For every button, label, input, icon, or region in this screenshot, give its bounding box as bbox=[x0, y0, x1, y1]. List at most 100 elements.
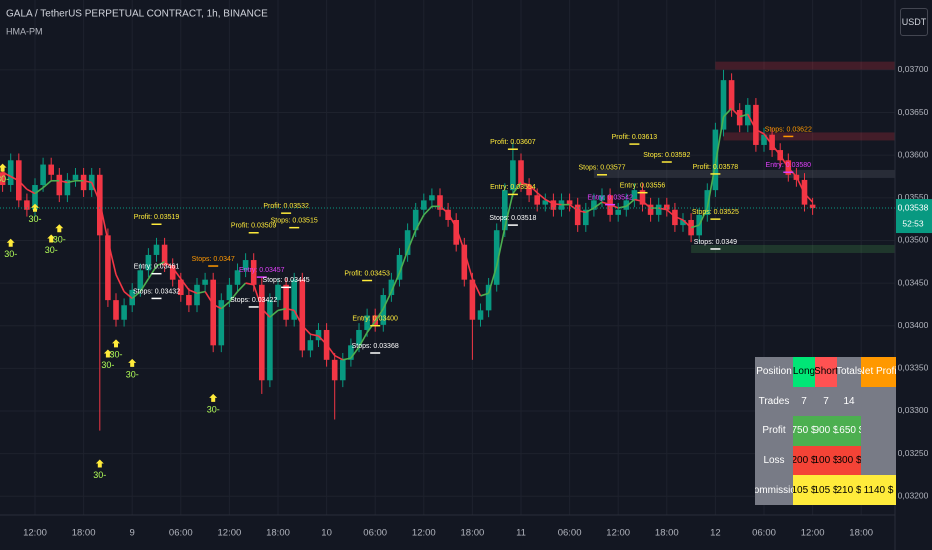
candle-body bbox=[250, 260, 257, 285]
x-tick-label: 06:00 bbox=[363, 528, 387, 539]
signal-arrow bbox=[47, 234, 56, 243]
x-tick-label: 18:00 bbox=[72, 528, 96, 539]
candle-body bbox=[736, 109, 743, 126]
candle-body bbox=[121, 305, 127, 320]
annotation-label: Stops: 0.03422 bbox=[230, 297, 277, 304]
candle-body bbox=[210, 279, 216, 346]
hma-segment bbox=[26, 188, 36, 195]
candle-body bbox=[396, 254, 403, 280]
y-tick-label: 0,03250 bbox=[898, 448, 929, 458]
hma-segment bbox=[593, 201, 603, 209]
hma-segment bbox=[204, 291, 214, 305]
candle-body bbox=[599, 195, 605, 201]
hma-segment bbox=[390, 272, 401, 292]
annotation-label: Stops: 0.03577 bbox=[578, 165, 625, 172]
candle-body bbox=[145, 254, 152, 271]
candle-body bbox=[631, 190, 638, 201]
annotation-label: Entry: 0.03556 bbox=[620, 183, 666, 190]
candle-body bbox=[809, 204, 816, 209]
annotation-label: Profit: 0.03519 bbox=[134, 214, 180, 221]
annotation-label: Stops: 0.03518 bbox=[489, 215, 536, 222]
candle-body bbox=[469, 279, 476, 320]
x-tick-label: 12:00 bbox=[412, 528, 436, 539]
hma-segment bbox=[228, 291, 239, 303]
hma-segment bbox=[317, 335, 328, 346]
hma-segment bbox=[285, 307, 295, 312]
hma-segment bbox=[520, 181, 530, 186]
candle-body bbox=[761, 134, 767, 145]
table-cell: 300 $ bbox=[837, 445, 861, 476]
signal-arrow bbox=[95, 459, 104, 468]
y-tick-label: 0,03500 bbox=[898, 235, 929, 245]
candle-body bbox=[728, 80, 735, 110]
y-tick-label: 0,03200 bbox=[898, 490, 929, 500]
candle-body bbox=[534, 195, 540, 205]
candle-body bbox=[259, 284, 265, 381]
hma-segment bbox=[34, 186, 44, 195]
candle-body bbox=[202, 279, 208, 285]
hma-segment bbox=[487, 265, 498, 294]
x-tick-label: 06:00 bbox=[169, 528, 193, 539]
candle-body bbox=[720, 80, 727, 130]
candle-body bbox=[137, 270, 144, 290]
hma-segment bbox=[722, 107, 733, 118]
hma-segment bbox=[803, 193, 814, 203]
signal-label: 30- bbox=[93, 470, 106, 480]
hma-segment bbox=[771, 144, 781, 156]
hma-segment bbox=[455, 227, 466, 251]
row-label: Trades bbox=[755, 386, 793, 417]
candle-body bbox=[510, 160, 516, 191]
hma-segment bbox=[188, 289, 198, 295]
candle-body bbox=[226, 284, 233, 301]
hma-segment bbox=[99, 201, 109, 241]
hma-segment bbox=[382, 291, 393, 310]
x-tick-label: 18:00 bbox=[266, 528, 290, 539]
annotation-label: Stops: 0.03525 bbox=[692, 209, 739, 216]
annotation-label: Profit: 0.03453 bbox=[344, 270, 390, 277]
hma-segment bbox=[220, 301, 230, 310]
annotation-label: Stops: 0.0347 bbox=[192, 256, 235, 263]
hma-segment bbox=[59, 179, 68, 184]
candle-body bbox=[24, 200, 30, 210]
hma-segment bbox=[714, 116, 725, 164]
hma-segment bbox=[334, 354, 344, 361]
y-tick-label: 0,03600 bbox=[898, 149, 929, 159]
signal-label: 30- bbox=[109, 350, 122, 360]
signal-label: 30- bbox=[28, 214, 41, 224]
candle-body bbox=[769, 134, 775, 151]
candle-body bbox=[299, 279, 306, 351]
hma-segment bbox=[236, 282, 247, 293]
annotation-label: Entry: 0.03400 bbox=[352, 316, 398, 323]
candle-body bbox=[242, 260, 249, 271]
hma-segment bbox=[18, 180, 28, 190]
candle-body bbox=[704, 190, 711, 215]
hma-segment bbox=[10, 175, 20, 182]
currency-button[interactable]: USDT bbox=[900, 8, 928, 36]
candle-body bbox=[161, 244, 168, 266]
hma-segment bbox=[536, 192, 546, 201]
candle-body bbox=[566, 200, 573, 205]
candle-body bbox=[664, 204, 670, 210]
hma-segment bbox=[414, 214, 425, 231]
candle-body bbox=[7, 160, 14, 186]
hma-segment bbox=[406, 229, 417, 251]
candle-body bbox=[421, 200, 427, 210]
x-tick-label: 12:00 bbox=[218, 528, 242, 539]
x-tick-label: 12:00 bbox=[801, 528, 825, 539]
annotation-label: Stops: 0.03622 bbox=[765, 126, 812, 133]
hma-segment bbox=[698, 207, 709, 226]
table-header: Net Profit bbox=[861, 357, 896, 387]
signal-arrow bbox=[209, 393, 218, 402]
candle-body bbox=[194, 284, 200, 306]
table-cell: 1650 $ bbox=[837, 416, 861, 446]
candle-body bbox=[356, 329, 362, 346]
signal-label: 30- bbox=[207, 404, 220, 414]
annotation-label: Stops: 0.03445 bbox=[263, 277, 310, 284]
table-cell: 210 $ bbox=[837, 475, 861, 505]
candle-body bbox=[348, 345, 354, 360]
hma-segment bbox=[42, 180, 52, 189]
hma-segment bbox=[269, 309, 279, 318]
x-tick-label: 9 bbox=[130, 528, 135, 539]
grid bbox=[0, 0, 895, 515]
